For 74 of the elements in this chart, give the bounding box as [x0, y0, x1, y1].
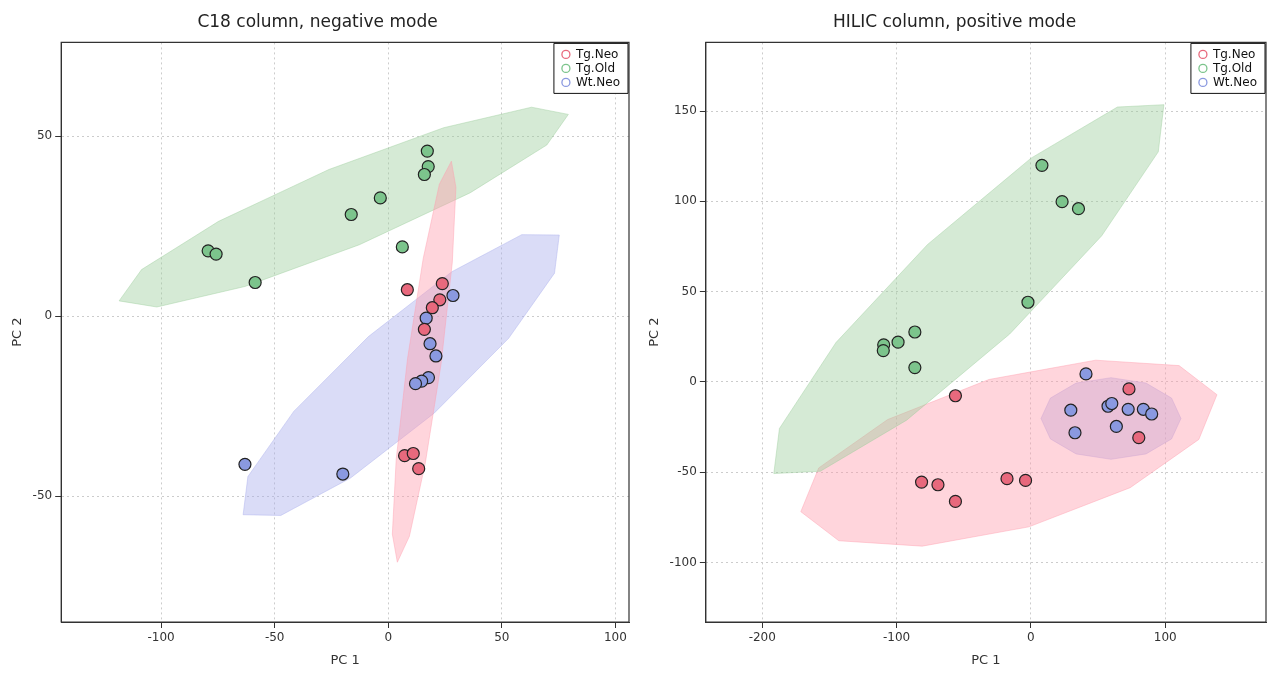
point	[908, 360, 922, 375]
point	[891, 335, 905, 349]
point	[1145, 407, 1159, 421]
point	[248, 275, 262, 290]
point	[1109, 419, 1123, 434]
point	[931, 478, 945, 492]
y-tick-label: 0	[689, 373, 697, 388]
point	[429, 349, 443, 363]
x-tick-label: -100	[882, 630, 911, 645]
point	[1122, 382, 1136, 396]
x-axis-title: PC 1	[971, 651, 1001, 667]
point	[1121, 402, 1135, 416]
point	[209, 247, 223, 261]
point	[914, 475, 929, 489]
chart-title: HILIC column, positive mode	[832, 10, 1077, 31]
y-tick-label: 150	[673, 103, 697, 118]
point	[1079, 367, 1093, 381]
point	[423, 337, 437, 351]
point	[420, 144, 434, 158]
legend-label: Tg.Old	[574, 60, 616, 75]
x-axis-title: PC 1	[330, 651, 360, 667]
point	[1055, 195, 1069, 209]
y-axis-title: PC 2	[9, 317, 25, 347]
y-tick-label: -100	[669, 554, 697, 569]
y-axis-title: PC 2	[646, 317, 662, 347]
point	[876, 344, 890, 358]
y-tick-label: 50	[681, 283, 697, 298]
x-tick-label: -200	[748, 630, 776, 645]
legend-label: Tg.Neo	[1211, 46, 1256, 61]
x-tick-label: -100	[147, 630, 175, 645]
y-tick-label: 100	[673, 193, 697, 208]
point	[412, 462, 426, 476]
legend-label: Tg.Neo	[574, 46, 619, 61]
chart-title: C18 column, negative mode	[197, 10, 438, 31]
point	[395, 240, 409, 254]
point	[1064, 403, 1078, 417]
point	[373, 191, 387, 205]
legend-label: Wt.Neo	[1212, 74, 1258, 89]
y-tick-label: 50	[36, 128, 53, 143]
point	[1035, 158, 1049, 172]
point	[446, 288, 460, 303]
point	[417, 322, 431, 336]
legend-label: Tg.Old	[1211, 60, 1253, 75]
point	[948, 494, 963, 508]
x-tick-label: 100	[603, 630, 627, 645]
point	[408, 377, 423, 391]
x-tick-label: 0	[384, 630, 393, 645]
point	[1105, 396, 1119, 411]
point	[344, 207, 358, 222]
point	[400, 283, 414, 297]
point	[419, 311, 433, 325]
y-tick-label: -50	[32, 488, 53, 503]
x-tick-label: 100	[1153, 630, 1177, 645]
y-tick-label: 0	[44, 308, 53, 323]
legend-label: Wt.Neo	[575, 74, 621, 89]
point	[1071, 202, 1086, 216]
x-tick-label: 0	[1027, 630, 1035, 645]
point	[336, 467, 350, 481]
x-tick-label: 50	[494, 630, 510, 645]
point	[406, 446, 420, 461]
point	[1132, 431, 1146, 445]
point	[435, 277, 449, 291]
x-tick-label: -50	[264, 630, 285, 645]
point	[1021, 295, 1035, 309]
point	[1000, 472, 1014, 486]
point	[948, 389, 963, 403]
point	[433, 293, 447, 307]
point	[1018, 473, 1033, 488]
y-tick-label: -50	[677, 464, 697, 479]
point	[425, 301, 439, 315]
point	[238, 457, 252, 471]
point	[1068, 426, 1082, 440]
point	[908, 325, 922, 339]
point	[417, 167, 431, 182]
